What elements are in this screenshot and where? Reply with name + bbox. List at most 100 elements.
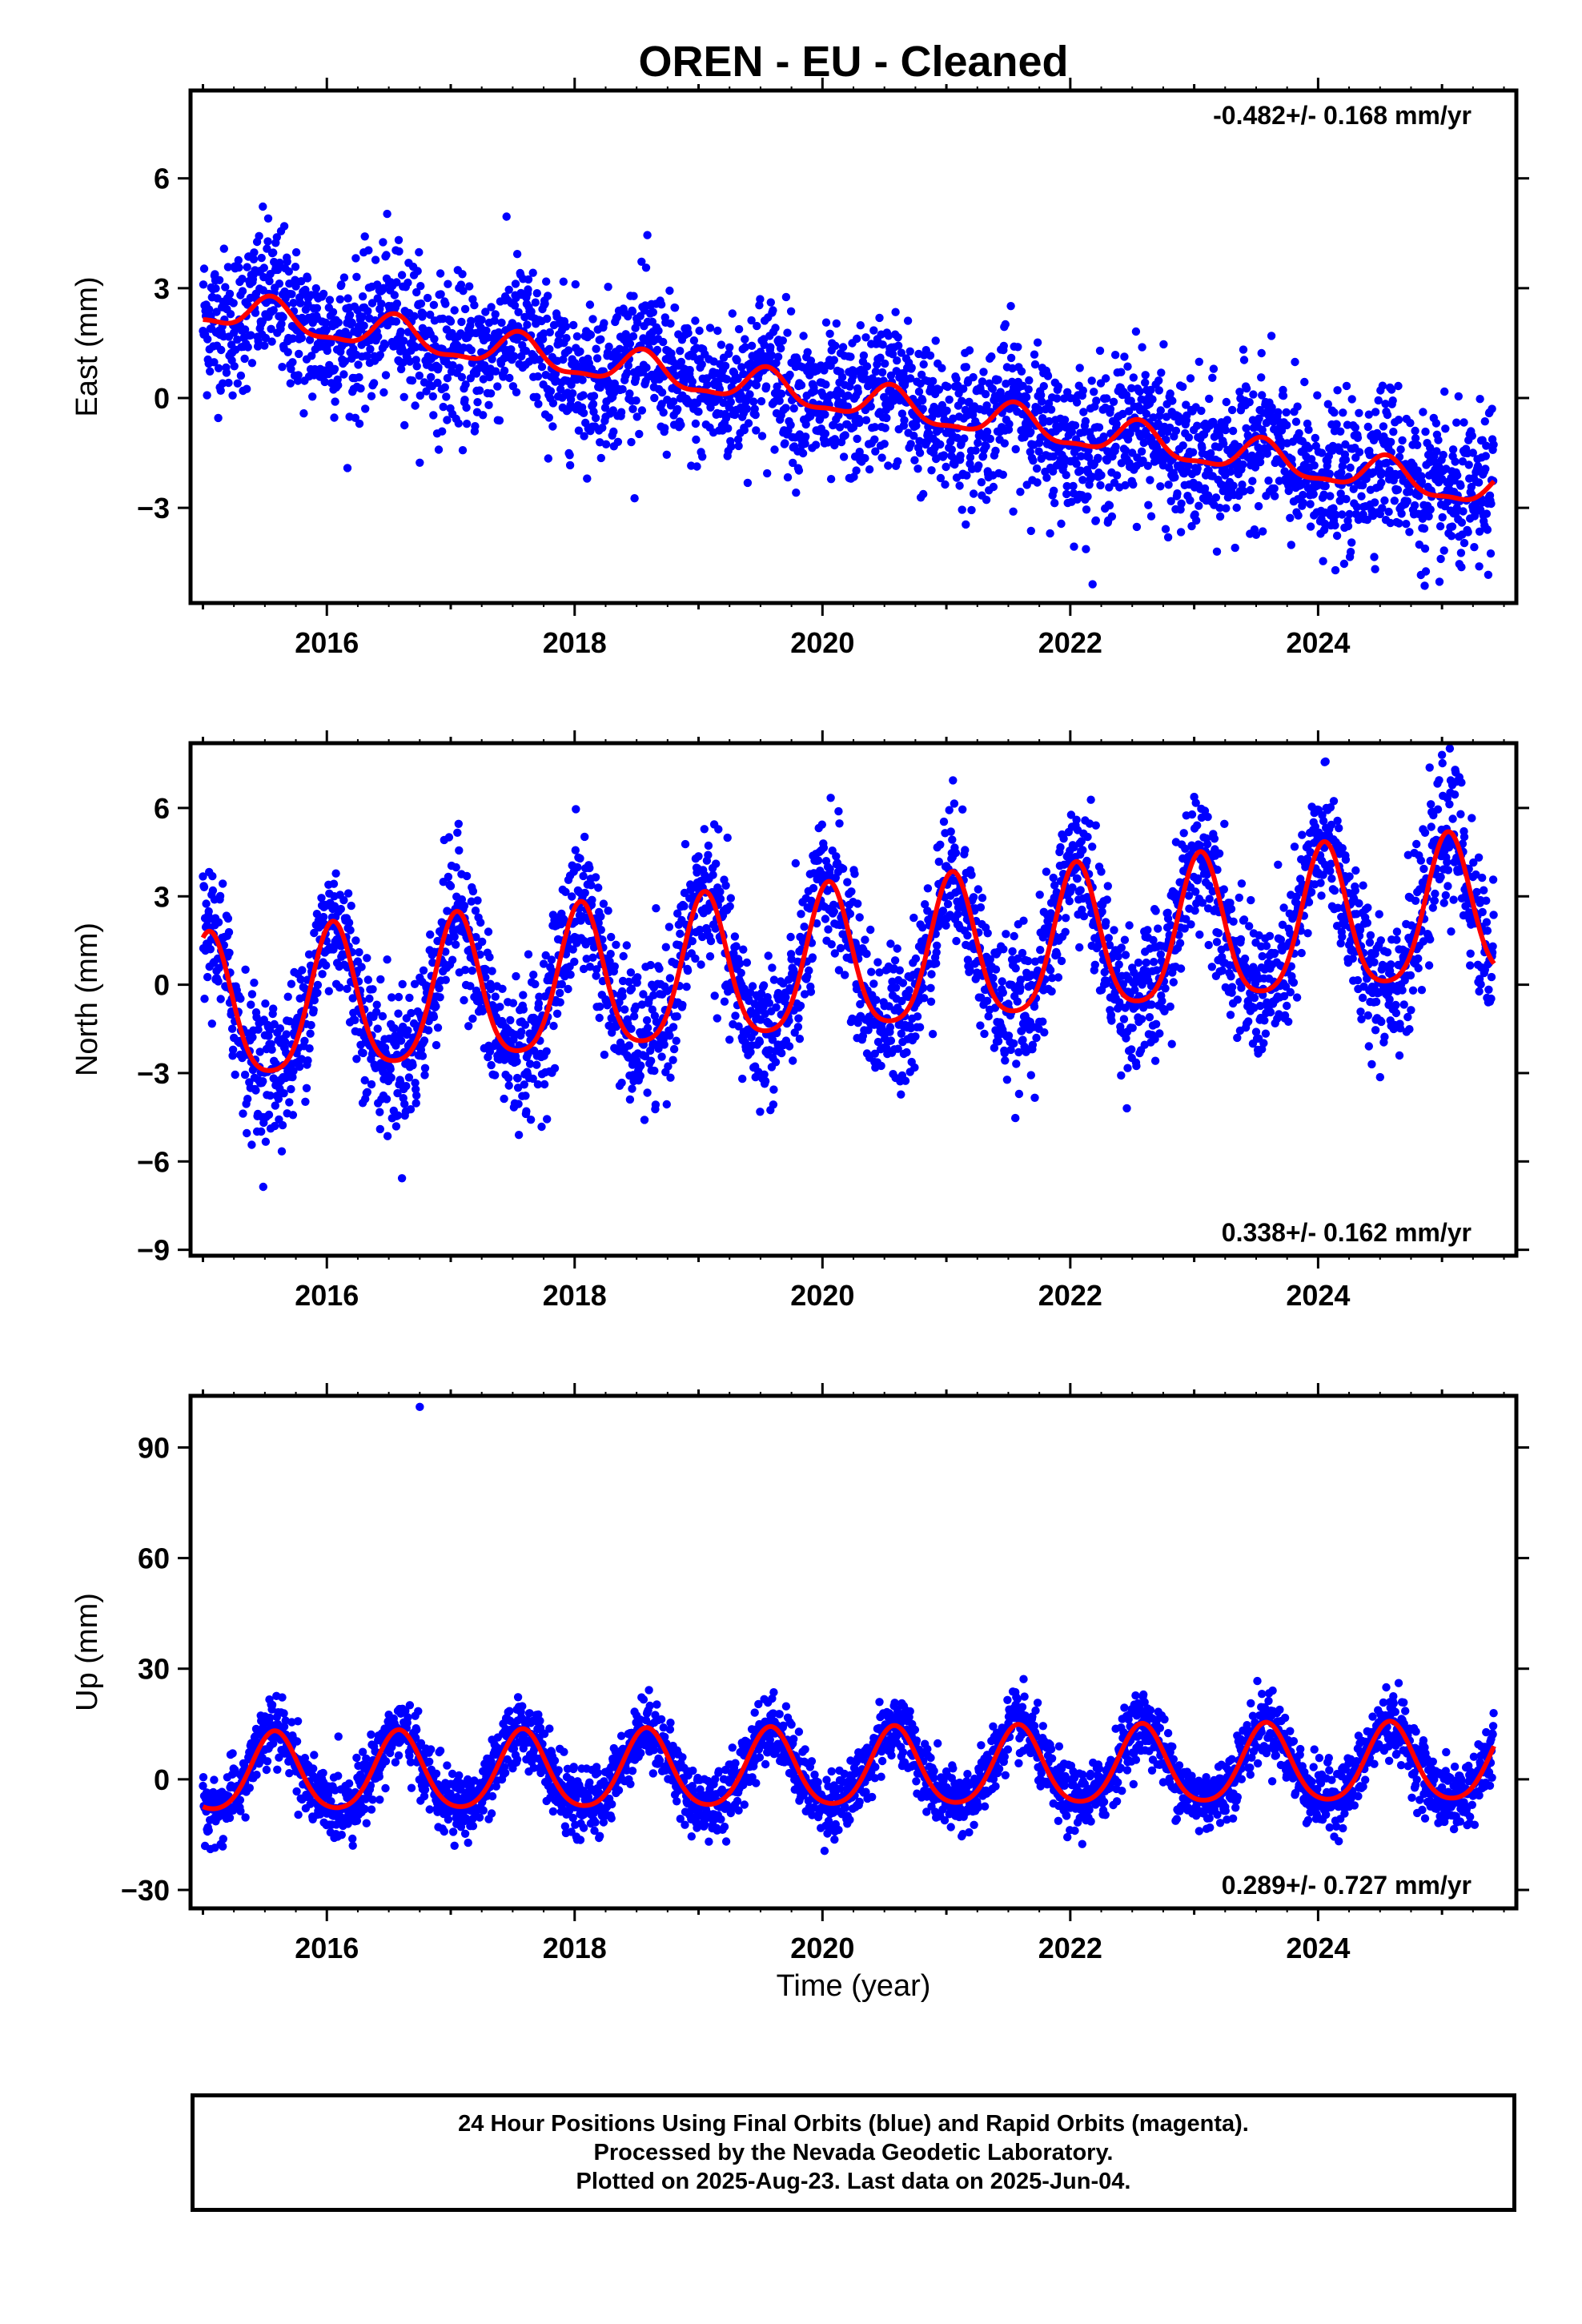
- data-point: [330, 413, 339, 422]
- data-point: [578, 376, 587, 384]
- data-point: [733, 435, 743, 444]
- data-point: [380, 340, 390, 349]
- data-point: [769, 306, 777, 315]
- data-point: [305, 1044, 314, 1053]
- data-point: [909, 432, 918, 440]
- data-point: [419, 309, 428, 319]
- data-point: [291, 275, 299, 284]
- data-point: [1090, 388, 1098, 396]
- data-point: [486, 389, 496, 398]
- data-point: [1246, 485, 1255, 495]
- data-point: [1346, 463, 1355, 472]
- data-point: [1355, 448, 1364, 456]
- data-point: [1120, 352, 1129, 361]
- data-point: [521, 346, 531, 356]
- data-point: [513, 1074, 522, 1083]
- data-point: [971, 446, 980, 455]
- data-point: [386, 1064, 395, 1074]
- data-point: [799, 332, 808, 340]
- data-point: [487, 303, 496, 312]
- data-point: [669, 1023, 678, 1031]
- data-point: [843, 402, 853, 411]
- data-point: [346, 926, 355, 935]
- data-point: [796, 1001, 805, 1011]
- data-point: [793, 356, 801, 364]
- data-point: [562, 334, 571, 343]
- data-point: [678, 1000, 687, 1010]
- data-point: [207, 1019, 216, 1028]
- data-point: [1287, 541, 1296, 549]
- data-point: [688, 377, 697, 386]
- data-point: [295, 1062, 304, 1072]
- data-point: [662, 1100, 671, 1109]
- data-point: [1347, 538, 1356, 547]
- data-point: [223, 263, 233, 271]
- data-point: [895, 966, 905, 975]
- data-point: [412, 287, 421, 297]
- data-point: [866, 925, 875, 935]
- data-point: [275, 258, 284, 267]
- data-point: [1267, 332, 1276, 340]
- data-point: [677, 420, 685, 429]
- data-point: [412, 1091, 421, 1100]
- data-point: [1146, 385, 1155, 395]
- data-point: [355, 947, 363, 957]
- data-point: [1011, 444, 1020, 454]
- data-point: [247, 1140, 256, 1149]
- data-point: [766, 298, 775, 307]
- data-point: [465, 282, 474, 291]
- data-point: [727, 442, 736, 451]
- data-point: [452, 862, 460, 872]
- data-point: [877, 1061, 885, 1071]
- data-point: [616, 408, 626, 416]
- data-point: [484, 927, 493, 936]
- data-point: [959, 384, 968, 393]
- data-point: [798, 448, 808, 458]
- data-point: [430, 335, 439, 344]
- data-point: [423, 293, 432, 303]
- data-point: [956, 451, 965, 460]
- data-point: [233, 379, 242, 388]
- data-point: [900, 416, 909, 424]
- data-point: [901, 1076, 910, 1085]
- data-point: [1227, 405, 1237, 415]
- data-point: [202, 899, 211, 908]
- data-point: [566, 970, 575, 979]
- data-point: [371, 255, 380, 264]
- data-point: [606, 950, 615, 959]
- data-point: [738, 1074, 747, 1084]
- data-point: [1095, 346, 1105, 356]
- data-point: [910, 1063, 919, 1072]
- data-point: [1341, 455, 1351, 464]
- data-point: [1229, 481, 1238, 490]
- data-point: [208, 871, 217, 881]
- data-point: [1330, 408, 1339, 417]
- data-point: [855, 913, 864, 922]
- data-point: [591, 873, 600, 882]
- data-point: [792, 489, 801, 497]
- data-point: [239, 1109, 247, 1118]
- data-point: [1168, 396, 1177, 405]
- data-point: [979, 368, 988, 376]
- data-point: [757, 396, 766, 406]
- data-point: [374, 332, 383, 341]
- data-point: [589, 392, 599, 400]
- data-point: [468, 966, 476, 975]
- data-point: [1123, 362, 1132, 371]
- data-point: [363, 352, 371, 360]
- data-point: [462, 403, 471, 412]
- data-point: [705, 952, 715, 961]
- data-point: [498, 984, 507, 994]
- data-point: [214, 413, 223, 423]
- data-point: [524, 950, 533, 959]
- data-point: [565, 460, 575, 470]
- data-point: [1374, 396, 1383, 405]
- data-point: [785, 1042, 794, 1051]
- x-tick-label: 2024: [1286, 626, 1350, 659]
- data-point: [396, 1036, 406, 1045]
- data-point: [223, 914, 233, 923]
- data-point: [1078, 476, 1087, 485]
- data-point: [1157, 368, 1166, 377]
- data-point: [343, 464, 352, 472]
- data-point: [786, 420, 795, 429]
